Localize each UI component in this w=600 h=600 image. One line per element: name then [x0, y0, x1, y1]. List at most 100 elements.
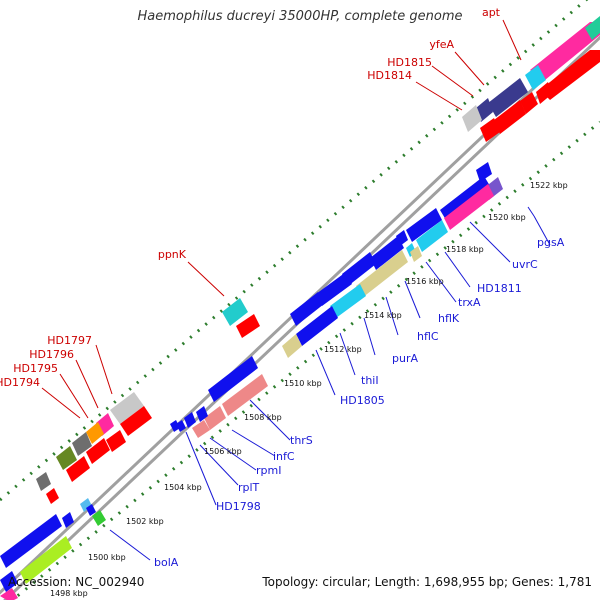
- reverse-genes: [0, 162, 503, 600]
- gene-block[interactable]: [86, 422, 104, 444]
- gene-block[interactable]: [120, 406, 152, 436]
- gene-block[interactable]: [46, 488, 59, 504]
- gene-label-hd1815[interactable]: HD1815: [387, 56, 432, 69]
- gene-block[interactable]: [208, 356, 258, 402]
- gene-block[interactable]: [494, 100, 526, 134]
- tick-rail-lower: [10, 120, 600, 600]
- scale-label: 1506 kbp: [204, 447, 242, 456]
- scale-label: 1518 kbp: [446, 245, 484, 254]
- gene-block[interactable]: [80, 498, 92, 512]
- scale-label: 1502 kbp: [126, 517, 164, 526]
- scale-label: 1514 kbp: [364, 311, 402, 320]
- gene-label-hflK[interactable]: hflK: [438, 312, 460, 325]
- gene-block[interactable]: [462, 105, 482, 132]
- gene-block[interactable]: [585, 16, 600, 40]
- genome-summary-label: Topology: circular; Length: 1,698,955 bp…: [262, 575, 592, 589]
- gene-block[interactable]: [342, 252, 376, 286]
- gene-label-hd1814[interactable]: HD1814: [367, 69, 412, 82]
- gene-block[interactable]: [62, 512, 74, 528]
- gene-block[interactable]: [290, 292, 324, 326]
- gene-block[interactable]: [0, 571, 18, 592]
- scale-label: 1516 kbp: [406, 277, 444, 286]
- gene-label-bolA[interactable]: bolA: [154, 556, 179, 569]
- gene-block[interactable]: [56, 446, 77, 470]
- gene-block[interactable]: [170, 420, 180, 432]
- gene-block[interactable]: [410, 246, 422, 262]
- scale-label: 1512 kbp: [324, 345, 362, 354]
- scale-label: 1508 kbp: [244, 413, 282, 422]
- gene-block[interactable]: [480, 118, 500, 142]
- gene-label-ppnK[interactable]: ppnK: [158, 248, 187, 261]
- forward-leaders: [41, 19, 522, 419]
- gene-block[interactable]: [476, 162, 492, 182]
- gene-block[interactable]: [530, 22, 600, 80]
- gene-label-uvrC[interactable]: uvrC: [512, 258, 538, 271]
- gene-label-thrS[interactable]: thrS: [290, 434, 313, 447]
- scale-label: 1504 kbp: [164, 483, 202, 492]
- gene-label-trxA[interactable]: trxA: [458, 296, 481, 309]
- forward-gene-labels: apt yfeA HD1815 HD1814 ppnK HD1797 HD179…: [0, 6, 501, 389]
- gene-label-infC[interactable]: infC: [273, 450, 295, 463]
- gene-label-thiI[interactable]: thiI: [361, 374, 379, 387]
- gene-block[interactable]: [66, 456, 90, 482]
- gene-block[interactable]: [20, 536, 72, 584]
- gene-label-pgsA[interactable]: pgsA: [537, 236, 565, 249]
- gene-block[interactable]: [520, 92, 538, 114]
- tick-rail-upper: [0, 0, 589, 502]
- gene-block[interactable]: [444, 184, 494, 230]
- gene-block[interactable]: [72, 432, 92, 456]
- scale-label: 1520 kbp: [488, 213, 526, 222]
- gene-block[interactable]: [86, 438, 110, 464]
- gene-block[interactable]: [282, 334, 302, 358]
- gene-block[interactable]: [296, 306, 338, 346]
- gene-label-hd1798[interactable]: HD1798: [216, 500, 261, 513]
- forward-genes: [36, 16, 600, 504]
- gene-label-rplT[interactable]: rplT: [238, 481, 260, 494]
- gene-label-hd1797[interactable]: HD1797: [47, 334, 92, 347]
- scale-label: 1498 kbp: [50, 589, 88, 598]
- reverse-leaders: [109, 206, 551, 561]
- gene-block[interactable]: [525, 65, 546, 90]
- gene-block[interactable]: [440, 176, 490, 220]
- scale-label: 1500 kbp: [88, 553, 126, 562]
- gene-label-purA[interactable]: purA: [392, 352, 418, 365]
- gene-block[interactable]: [406, 208, 442, 242]
- gene-block[interactable]: [222, 298, 248, 326]
- gene-block[interactable]: [192, 420, 210, 438]
- gene-block[interactable]: [204, 406, 226, 430]
- gene-block[interactable]: [0, 588, 18, 600]
- gene-block[interactable]: [86, 504, 96, 516]
- gene-block[interactable]: [106, 430, 126, 452]
- gene-block[interactable]: [536, 82, 552, 104]
- gene-block[interactable]: [184, 412, 196, 428]
- gene-block[interactable]: [110, 392, 144, 424]
- gene-label-hd1805[interactable]: HD1805: [340, 394, 385, 407]
- gene-label-yfeA[interactable]: yfeA: [429, 38, 454, 51]
- scale-label: 1510 kbp: [284, 379, 322, 388]
- gene-block[interactable]: [330, 284, 366, 318]
- gene-block[interactable]: [92, 510, 106, 526]
- gene-label-hd1796[interactable]: HD1796: [29, 348, 74, 361]
- gene-block[interactable]: [236, 314, 260, 338]
- gene-block[interactable]: [196, 406, 208, 422]
- gene-block[interactable]: [356, 250, 408, 298]
- accession-label: Accession: NC_002940: [8, 575, 145, 589]
- gene-block[interactable]: [0, 514, 62, 568]
- gene-block[interactable]: [488, 78, 528, 117]
- scale-label: 1522 kbp: [530, 181, 568, 190]
- gene-label-hd1794[interactable]: HD1794: [0, 376, 40, 389]
- scale-labels: 1498 kbp 1500 kbp 1502 kbp 1504 kbp 1506…: [50, 181, 568, 598]
- gene-block[interactable]: [316, 272, 352, 306]
- gene-label-hd1811[interactable]: HD1811: [477, 282, 522, 295]
- gene-label-hflC[interactable]: hflC: [417, 330, 439, 343]
- gene-block[interactable]: [540, 50, 600, 100]
- gene-block[interactable]: [370, 236, 404, 270]
- gene-block[interactable]: [222, 374, 268, 416]
- gene-block[interactable]: [416, 220, 448, 252]
- gene-label-rpmI[interactable]: rpmI: [256, 464, 281, 477]
- gene-label-hd1795[interactable]: HD1795: [13, 362, 58, 375]
- reverse-gene-labels: bolA HD1798 rplT rpmI infC thrS HD1805 t…: [154, 236, 565, 569]
- gene-label-apt[interactable]: apt: [482, 6, 501, 19]
- gene-block[interactable]: [36, 472, 51, 491]
